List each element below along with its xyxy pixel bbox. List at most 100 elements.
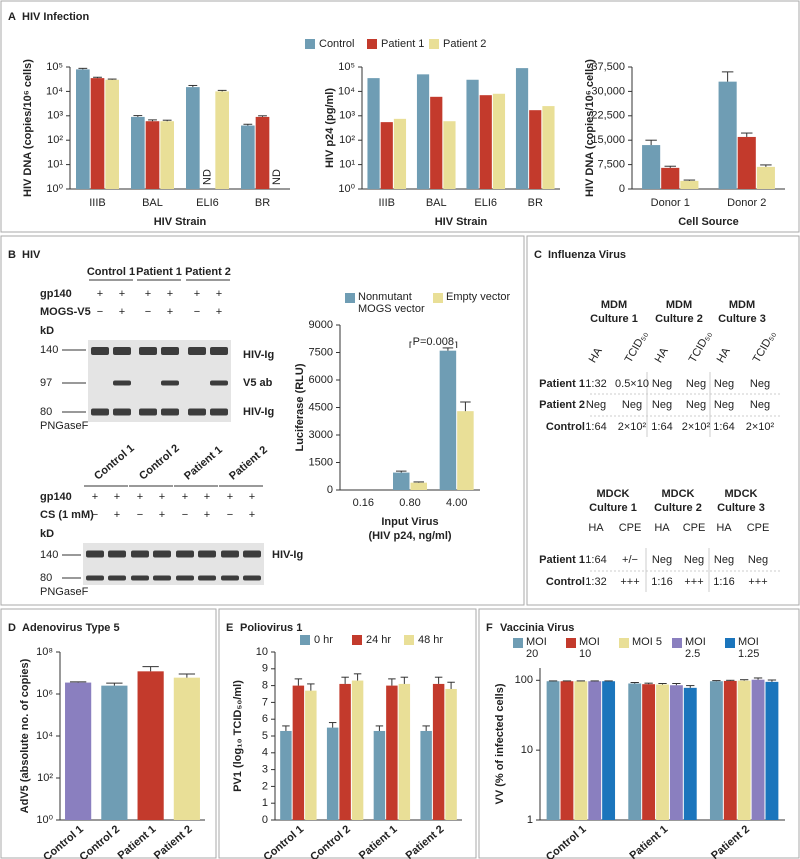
legend-label: MOI 10 xyxy=(579,636,600,660)
bar xyxy=(420,730,432,820)
blot-band xyxy=(113,347,131,355)
x-tick-label: IIIB xyxy=(89,197,106,209)
y-tick-label: 10⁰ xyxy=(36,814,53,826)
table-subheader: CPE xyxy=(619,522,642,534)
y-tick-label: 5 xyxy=(262,730,268,742)
table-group-header: Culture 2 xyxy=(655,313,703,325)
panel-frame xyxy=(0,608,217,859)
y-tick-label: 10³ xyxy=(47,110,63,122)
legend-label: 0 hr xyxy=(314,634,333,646)
blot-band xyxy=(221,550,239,558)
panel-letter: C xyxy=(534,249,542,261)
error-bar xyxy=(630,682,639,684)
blot-band xyxy=(188,408,206,416)
blot-band xyxy=(210,380,228,386)
table-cell: 2×10² xyxy=(618,421,647,433)
legend-swatch xyxy=(672,638,682,648)
legend-label: Nonmutant MOGS vector xyxy=(358,291,425,315)
table-subheader: TCID₅₀ xyxy=(751,329,779,365)
error-bar xyxy=(243,123,253,126)
legend-swatch xyxy=(352,635,362,645)
y-tick-label: 10² xyxy=(37,772,53,784)
blot-band xyxy=(161,380,179,386)
error-bar xyxy=(442,347,454,351)
blot-sign: + xyxy=(204,509,210,521)
bar xyxy=(76,69,90,189)
table-subheader: TCID₅₀ xyxy=(687,329,715,365)
table-row-label: Patient 1 xyxy=(539,554,585,566)
x-tick-label: Control 1 xyxy=(261,823,306,859)
x-tick-label: ELI6 xyxy=(196,197,219,209)
legend-label: 48 hr xyxy=(418,634,443,646)
bar xyxy=(546,681,560,820)
blot-treatment: PNGaseF xyxy=(40,586,89,598)
table-row-label: Patient 1 xyxy=(539,378,585,390)
table-group-header: Culture 3 xyxy=(718,313,766,325)
x-axis-label: HIV Strain xyxy=(154,216,207,228)
bar xyxy=(457,411,474,490)
x-tick-label: Patient 1 xyxy=(357,823,400,859)
y-tick-label: 1500 xyxy=(309,456,333,468)
bar xyxy=(373,730,386,820)
x-axis-label: Input Virus xyxy=(381,516,438,528)
table-subheader: CPE xyxy=(683,522,706,534)
y-tick-label: 10⁵ xyxy=(338,61,355,73)
legend-label: Patient 1 xyxy=(381,38,424,50)
blot-sign: − xyxy=(182,509,188,521)
blot-sign: + xyxy=(145,288,151,300)
y-tick-label: 3000 xyxy=(309,429,333,441)
bar xyxy=(642,145,661,189)
bar xyxy=(186,87,200,189)
y-tick-label: 10 xyxy=(256,646,268,658)
bar xyxy=(529,110,542,189)
blot-band xyxy=(221,575,239,581)
error-bar xyxy=(645,139,657,146)
table-subheader: TCID₅₀ xyxy=(623,329,651,365)
panel-title: Adenovirus Type 5 xyxy=(22,622,120,634)
error-bar xyxy=(107,78,117,80)
error-bar xyxy=(282,725,290,731)
blot-sign: + xyxy=(249,509,255,521)
bar xyxy=(443,121,456,189)
blot-band xyxy=(86,550,104,558)
y-tick-label: 10⁴ xyxy=(36,730,53,742)
y-axis-label: HIV p24 (pg/ml) xyxy=(324,88,336,168)
y-axis-label: VV (% of infected cells) xyxy=(494,683,506,804)
band-label: HIV-Ig xyxy=(243,406,274,418)
error-bar xyxy=(388,678,396,686)
blot-column-label: Patient 2 xyxy=(185,266,231,278)
y-tick-label: 10⁸ xyxy=(36,646,53,658)
bar xyxy=(131,116,145,189)
marker-label: 140 xyxy=(40,344,58,356)
bar xyxy=(680,180,699,189)
error-bar xyxy=(400,676,409,684)
error-bar xyxy=(760,164,772,167)
table-cell: +/− xyxy=(622,554,638,566)
blot-sign: + xyxy=(92,491,98,503)
legend-swatch xyxy=(513,638,523,648)
legend-label: MOI 2.5 xyxy=(685,636,706,660)
y-tick-label: 22,500 xyxy=(591,110,625,122)
bar xyxy=(305,690,317,820)
x-tick-label: Patient 2 xyxy=(404,823,447,859)
blot-sign: + xyxy=(159,491,165,503)
blot-row-label: gp140 xyxy=(40,491,72,503)
bar xyxy=(90,78,105,189)
blot-sign: + xyxy=(216,288,222,300)
table-row-label: Control xyxy=(546,576,585,588)
table-cell: Neg xyxy=(686,378,706,390)
x-tick-label: BR xyxy=(255,197,270,209)
blot-sign: + xyxy=(182,491,188,503)
panel-title: HIV xyxy=(22,249,41,261)
blot-band xyxy=(113,380,131,386)
blot-sign: + xyxy=(137,491,143,503)
y-tick-label: 4 xyxy=(262,747,268,759)
bar xyxy=(280,730,292,820)
y-tick-label: 10 xyxy=(521,744,533,756)
y-tick-label: 10⁰ xyxy=(46,183,63,195)
table-group-header: Culture 3 xyxy=(717,502,765,514)
legend-label: 24 hr xyxy=(366,634,391,646)
blot-row-label: gp140 xyxy=(40,288,72,300)
bar xyxy=(160,121,174,189)
error-bar xyxy=(447,681,455,689)
